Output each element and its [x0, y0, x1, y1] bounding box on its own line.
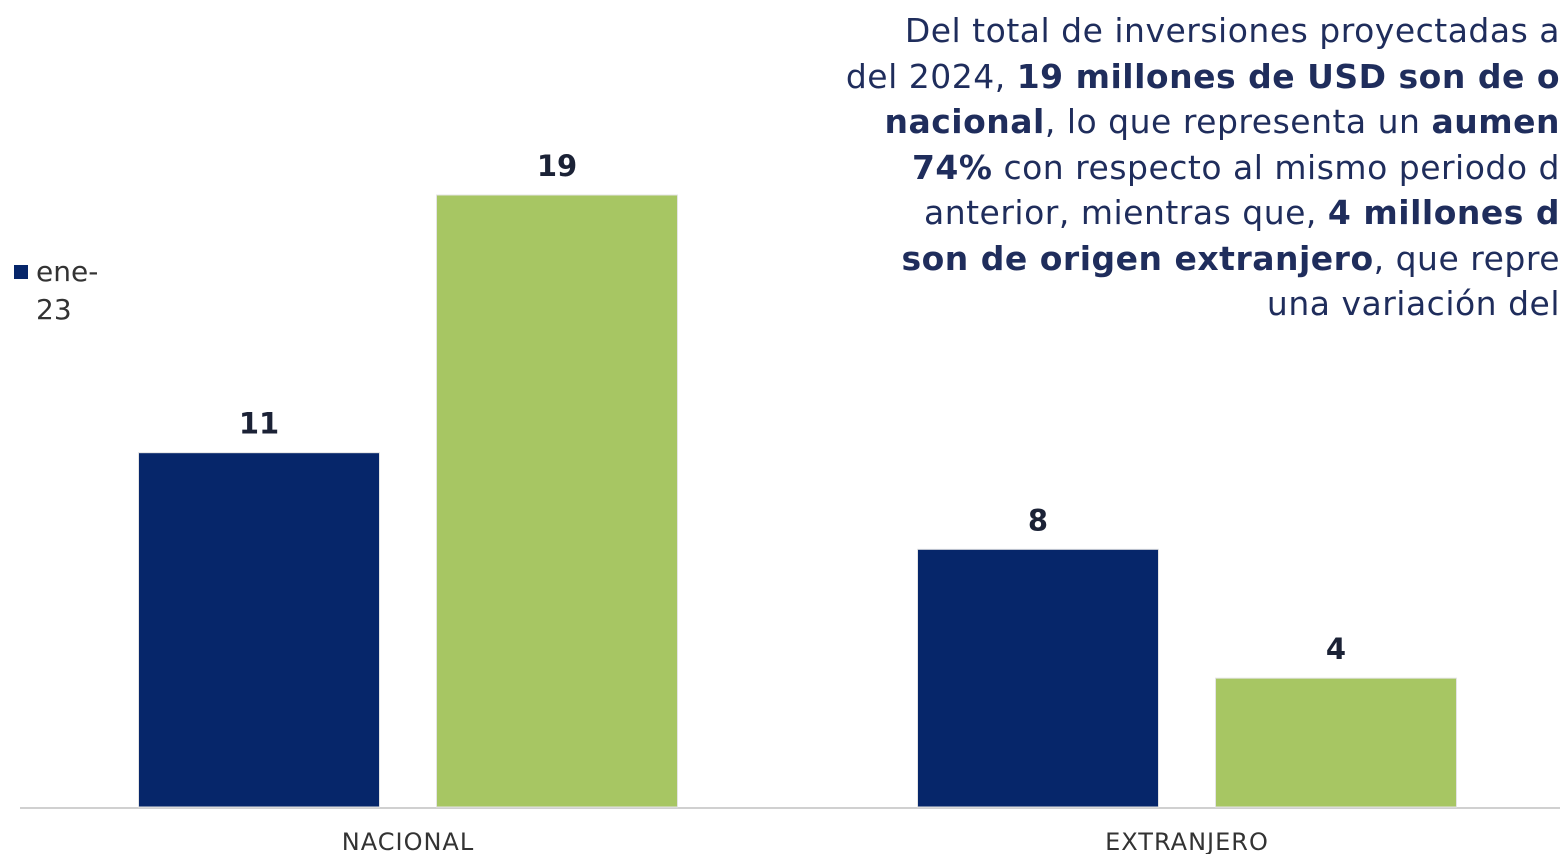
legend-label: ene-23	[36, 255, 99, 326]
annotation-run: anterior, mientras que,	[923, 193, 1328, 232]
annotation-run: aumen	[1431, 102, 1560, 141]
bar	[138, 452, 380, 808]
x-tick-label: EXTRANJERO	[1105, 828, 1269, 854]
annotation-line: anterior, mientras que, 4 millones d	[560, 190, 1560, 236]
x-tick-label: NACIONAL	[342, 828, 474, 854]
bar	[1215, 677, 1457, 808]
value-label: 8	[1028, 503, 1048, 537]
annotation-line: una variación del	[560, 281, 1560, 327]
annotation-run: del 2024,	[845, 56, 1017, 96]
annotation-run: una variación del	[1266, 284, 1560, 323]
annotation-line: Del total de inversiones proyectadas a	[560, 8, 1560, 54]
annotation-run: , que repre	[1373, 238, 1560, 278]
annotation-run: nacional	[884, 102, 1045, 141]
annotation-line: del 2024, 19 millones de USD son de o	[560, 54, 1560, 100]
value-label: 4	[1326, 632, 1346, 666]
bar	[917, 548, 1159, 808]
annotation-line: son de origen extranjero, que repre	[560, 236, 1560, 282]
annotation-run: con respecto al mismo periodo d	[992, 147, 1560, 187]
annotation-run: 19 millones de USD son de o	[1016, 56, 1560, 96]
annotation-run: , lo que representa un	[1044, 102, 1432, 141]
annotation-run: 74%	[911, 147, 993, 187]
bar	[436, 194, 678, 808]
annotation-run: Del total de inversiones proyectadas a	[904, 11, 1560, 50]
value-label: 11	[239, 407, 279, 441]
annotation-line: 74% con respecto al mismo periodo d	[560, 145, 1560, 191]
annotation: Del total de inversiones proyectadas a de…	[560, 8, 1560, 327]
annotation-line: nacional, lo que representa un aumen	[560, 99, 1560, 145]
annotation-run: son de origen extranjero	[901, 238, 1374, 278]
legend-swatch	[14, 265, 28, 279]
annotation-run: 4 millones d	[1327, 193, 1560, 232]
value-label: 19	[537, 149, 577, 183]
